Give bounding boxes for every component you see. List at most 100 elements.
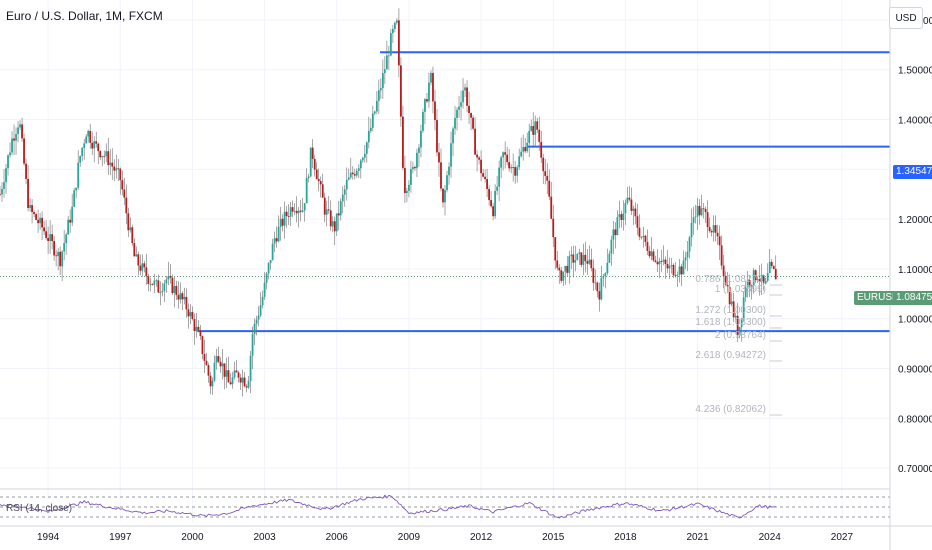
candle-body [141,263,144,271]
candle-body [333,221,336,232]
candle-body [640,236,643,238]
candle-body [137,254,140,266]
candle-body [718,236,721,246]
candle-body [480,159,482,174]
candle-body [241,377,244,383]
candle-body [522,147,525,152]
candle-body [163,283,166,291]
candle-body [323,197,326,215]
candle-body [183,296,186,300]
candle-body [670,264,673,266]
candle-body [760,274,763,282]
candle-body [546,175,549,181]
candle-body [728,286,731,305]
candle-body [307,176,310,179]
currency-button[interactable]: USD [889,7,923,29]
candle-body [345,179,348,190]
candle-body [41,217,43,228]
horizontal-levels[interactable] [197,51,890,333]
candle-body [259,305,262,316]
candle-body [43,227,45,232]
candle-body [490,200,493,207]
candle-body [400,65,402,117]
candle-body [109,162,112,166]
candle-body [422,111,424,131]
candle-body [381,73,384,89]
candle-body [193,319,196,332]
candle-body [740,318,743,328]
candle-body [478,157,480,160]
candle-body [520,151,523,157]
candle-body [287,216,290,217]
candle-body [383,69,386,74]
candle-body [27,178,29,208]
candle-body [377,90,380,101]
y-tick-label: 1.50000 [898,66,932,77]
x-tick-label: 2021 [686,532,709,543]
y-tick-label: 0.90000 [898,364,932,375]
candle-body [223,363,226,377]
candle-body [636,216,639,228]
candle-body [652,251,655,261]
candle-body [412,167,414,170]
candle-body [251,334,254,356]
candle-body [67,219,70,235]
candle-body [285,211,288,217]
fib-label: 0.786 (1.08273) [695,274,766,285]
candle-body [598,291,601,300]
candle-body [265,273,268,283]
candle-body [107,151,110,166]
candle-body [440,162,442,189]
candle-body [111,162,114,167]
candle-body [291,207,294,212]
candle-body [147,276,150,284]
candle-body [209,375,212,387]
candle-body [281,218,284,226]
candle-body [730,301,733,305]
candle-body [33,212,35,215]
candle-body [674,275,677,277]
candle-body [658,261,661,265]
rsi-label: RSI (14, close) [6,503,73,514]
candle-body [564,265,567,272]
candle-body [331,221,334,227]
candle-body [131,227,134,244]
candle-body [524,147,527,152]
candle-body [349,172,352,178]
candle-body [596,282,599,292]
candle-body [283,211,286,226]
candle-body [255,319,258,324]
candle-body [530,126,533,131]
candle-body [464,87,466,91]
candle-body [39,217,41,224]
candle-body [379,88,382,91]
y-tick-label: 1.20000 [898,215,932,226]
fib-label: 2.618 (0.94272) [695,350,766,361]
candle-body [231,377,234,385]
candle-body [612,229,615,240]
candle-body [243,377,246,387]
candle-body [17,127,19,135]
candle-body [634,208,637,217]
candle-body [139,265,142,271]
candle-body [428,82,430,102]
candle-body [580,252,583,265]
candle-body [207,365,210,376]
candle-body [217,356,220,362]
candle-body [23,138,25,164]
candle-body [492,206,495,217]
candle-body [397,20,400,66]
candle-body [0,194,1,196]
candle-body [558,267,561,271]
candle-body [472,117,474,129]
candle-body [261,296,264,306]
candle-body [426,99,428,102]
candle-body [748,280,751,287]
x-tick-label: 2003 [253,532,276,543]
candle-body [19,124,21,128]
candle-body [37,219,39,224]
candle-body [341,194,344,202]
candle-body [404,167,406,194]
